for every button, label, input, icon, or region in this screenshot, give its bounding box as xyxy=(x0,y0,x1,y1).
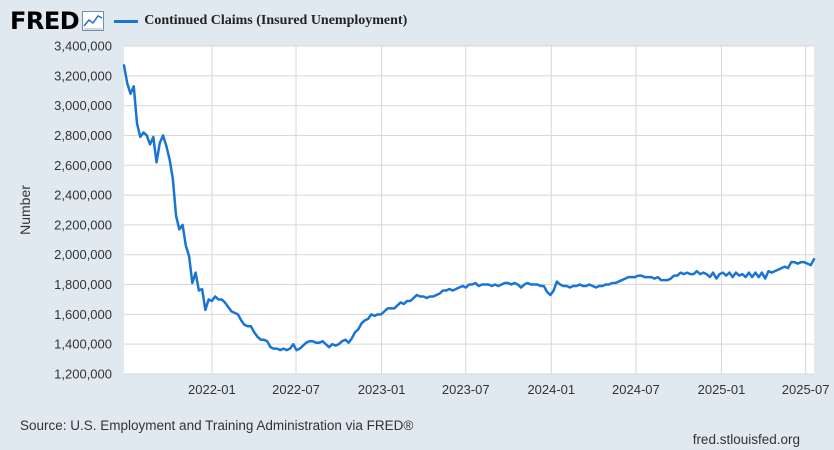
x-tick-label: 2025-01 xyxy=(698,382,746,397)
y-tick-label: 1,200,000 xyxy=(54,367,112,382)
plot-area xyxy=(124,46,814,374)
x-tick-label: 2022-01 xyxy=(188,382,236,397)
y-tick-label: 2,400,000 xyxy=(54,188,112,203)
x-tick-label: 2024-07 xyxy=(612,382,660,397)
x-axis-tick-labels: 2022-01 2022-07 2023-01 2023-07 2024-01 2024-… xyxy=(188,382,829,397)
legend-label: Continued Claims (Insured Unemployment) xyxy=(144,13,408,28)
x-tick-label: 2025-07 xyxy=(782,382,830,397)
y-tick-label: 2,600,000 xyxy=(54,158,112,173)
y-tick-label: 3,400,000 xyxy=(54,39,112,54)
y-tick-label: 1,800,000 xyxy=(54,277,112,292)
y-tick-label: 2,200,000 xyxy=(54,217,112,232)
y-tick-label: 2,000,000 xyxy=(54,247,112,262)
y-tick-label: 1,400,000 xyxy=(54,337,112,352)
x-tick-label: 2022-07 xyxy=(272,382,320,397)
chart-legend: Continued Claims (Insured Unemployment) xyxy=(114,13,407,29)
site-link[interactable]: fred.stlouisfed.org xyxy=(692,432,800,447)
legend-swatch xyxy=(114,19,139,23)
series-line xyxy=(122,64,816,352)
source-note: Source: U.S. Employment and Training Adm… xyxy=(20,418,414,433)
line-chart-icon xyxy=(82,11,105,31)
chart-header: FRED Continued Claims (Insured Unemploym… xyxy=(10,6,407,36)
y-tick-label: 3,200,000 xyxy=(54,68,112,83)
y-tick-label: 3,000,000 xyxy=(54,98,112,113)
y-tick-label: 2,800,000 xyxy=(54,128,112,143)
x-tick-label: 2024-01 xyxy=(527,382,575,397)
line-chart: 1,200,000 1,400,000 1,600,000 1,800,000 2,00… xyxy=(17,39,829,398)
y-axis-tick-labels: 1,200,000 1,400,000 1,600,000 1,800,000 2,00… xyxy=(54,39,112,382)
y-tick-label: 1,600,000 xyxy=(54,307,112,322)
x-tick-label: 2023-07 xyxy=(442,382,490,397)
x-tick-label: 2023-01 xyxy=(358,382,406,397)
fred-logo[interactable]: FRED xyxy=(10,7,80,35)
y-axis-label: Number xyxy=(17,185,33,235)
